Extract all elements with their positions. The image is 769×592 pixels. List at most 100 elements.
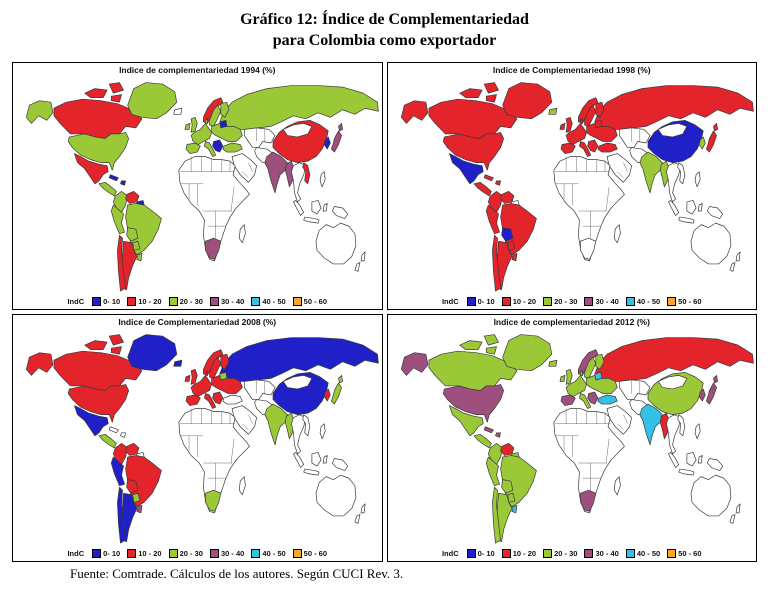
region-chile bbox=[492, 488, 500, 544]
legend-range-label: 10 - 20 bbox=[512, 297, 537, 306]
region-kazakhstan bbox=[619, 380, 650, 400]
region-philippines bbox=[320, 172, 325, 187]
legend-range-label: 30 - 40 bbox=[595, 297, 619, 306]
legend-swatch-0-10 bbox=[92, 297, 102, 306]
legend-swatch-20-30 bbox=[543, 549, 553, 558]
legend-title: IndC bbox=[441, 549, 459, 558]
region-myanmar bbox=[285, 413, 294, 439]
region-greenland bbox=[128, 335, 177, 371]
region-sweden_finland bbox=[210, 103, 229, 127]
region-south_africa bbox=[580, 491, 595, 512]
region-madagascar bbox=[614, 225, 620, 243]
region-greece bbox=[587, 140, 597, 152]
region-alaska bbox=[26, 353, 53, 376]
region-iceland bbox=[548, 361, 556, 367]
region-indonesia bbox=[668, 453, 722, 476]
region-usa bbox=[443, 385, 503, 423]
region-mongolia bbox=[658, 376, 687, 390]
legend-swatch-40-50 bbox=[251, 297, 261, 306]
region-colombia bbox=[488, 444, 502, 465]
legend-entry-10-20: 10 - 20 bbox=[501, 549, 536, 558]
legend-entry-30-40: 30 - 40 bbox=[209, 297, 244, 306]
legend-entry-40-50: 40 - 50 bbox=[251, 549, 286, 558]
region-japan bbox=[706, 376, 717, 405]
region-turkey bbox=[597, 395, 616, 404]
region-alaska bbox=[401, 101, 428, 124]
legend-title: IndC bbox=[67, 549, 85, 558]
legend-swatch-40-50 bbox=[625, 297, 635, 306]
legend-range-label: 20 - 30 bbox=[554, 549, 578, 558]
legend-entry-50-60: 50 - 60 bbox=[667, 297, 702, 306]
region-colombia bbox=[113, 192, 127, 213]
region-greece bbox=[587, 392, 597, 404]
legend-entry-50-60: 50 - 60 bbox=[667, 549, 702, 558]
region-uk_ireland bbox=[185, 118, 197, 133]
region-africa bbox=[179, 157, 250, 261]
region-canada bbox=[428, 83, 516, 139]
region-philippines bbox=[320, 424, 325, 439]
region-turkey bbox=[223, 395, 242, 404]
legend-swatch-20-30 bbox=[168, 297, 178, 306]
region-india bbox=[265, 152, 288, 193]
region-sweden_finland bbox=[210, 355, 229, 379]
region-central_america bbox=[99, 435, 116, 449]
region-australia bbox=[690, 475, 730, 516]
legend-entry-40-50: 40 - 50 bbox=[625, 297, 660, 306]
legend-range-label: 50 - 60 bbox=[678, 549, 702, 558]
region-canada bbox=[428, 335, 516, 391]
region-central_america bbox=[99, 183, 116, 197]
legend-entry-50-60: 50 - 60 bbox=[292, 297, 328, 306]
region-mexico bbox=[449, 406, 483, 436]
region-peru bbox=[486, 457, 499, 486]
legend-range-label: 40 - 50 bbox=[262, 297, 286, 306]
region-madagascar bbox=[239, 225, 245, 243]
map-panel-1994: Indice de complementariedad 1994 (%) IndC… bbox=[12, 62, 383, 310]
region-korea bbox=[699, 389, 705, 401]
legend-entry-10-20: 10 - 20 bbox=[127, 549, 162, 558]
world-map-svg-2008 bbox=[13, 327, 382, 548]
country-border-lines bbox=[554, 128, 639, 238]
region-peru bbox=[111, 205, 124, 234]
region-japan bbox=[331, 376, 342, 405]
region-sweden_finland bbox=[584, 355, 603, 379]
region-peru bbox=[111, 457, 124, 486]
region-usa bbox=[68, 385, 128, 423]
region-bolivia bbox=[127, 228, 138, 242]
region-mongolia bbox=[658, 124, 687, 138]
region-spain bbox=[186, 395, 200, 406]
legend-swatch-10-20 bbox=[127, 297, 137, 306]
region-usa bbox=[68, 133, 128, 171]
world-map-1994 bbox=[13, 75, 382, 296]
legend-swatch-50-60 bbox=[667, 549, 677, 558]
region-iceland bbox=[174, 109, 182, 115]
legend-entry-30-40: 30 - 40 bbox=[584, 549, 619, 558]
region-bolivia bbox=[501, 228, 512, 242]
panel-title-2008: Indice de Complementariedad 2008 (%) bbox=[118, 317, 277, 327]
region-uruguay bbox=[137, 254, 142, 262]
region-india bbox=[639, 152, 662, 193]
legend-swatch-50-60 bbox=[667, 297, 677, 306]
region-india bbox=[265, 404, 288, 445]
region-indonesia bbox=[293, 201, 347, 224]
region-uruguay bbox=[137, 506, 142, 514]
legend-entry-50-60: 50 - 60 bbox=[292, 549, 327, 558]
region-indonesia bbox=[293, 453, 347, 476]
legend-range-label: 20 - 30 bbox=[554, 297, 578, 306]
country-border-lines bbox=[180, 128, 265, 238]
legend-entry-0-10: 0- 10 bbox=[92, 297, 120, 306]
region-mongolia bbox=[283, 376, 312, 390]
region-west_europe bbox=[566, 371, 586, 397]
map-panel-1998: Indice de Complementariedad 1998 (%) IndC… bbox=[386, 62, 757, 310]
region-kazakhstan bbox=[244, 128, 275, 148]
legend-range-label: 50 - 60 bbox=[303, 297, 328, 306]
region-baltics bbox=[220, 373, 227, 381]
region-new_zealand bbox=[729, 504, 739, 524]
region-new_zealand bbox=[355, 504, 365, 524]
region-philippines bbox=[695, 424, 700, 439]
region-korea bbox=[324, 137, 330, 149]
region-colombia bbox=[488, 192, 502, 213]
legend-swatch-10-20 bbox=[501, 549, 511, 558]
region-japan bbox=[706, 124, 717, 153]
region-australia bbox=[316, 223, 356, 264]
world-map-2012 bbox=[388, 327, 757, 548]
